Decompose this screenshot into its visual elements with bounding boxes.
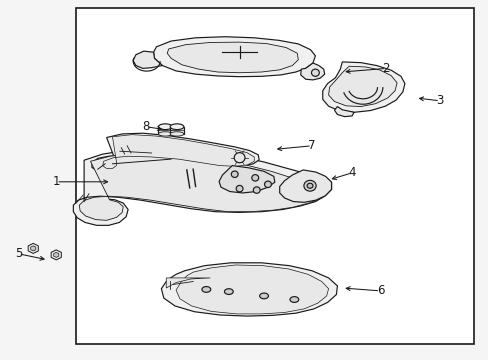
Ellipse shape xyxy=(311,69,319,76)
Polygon shape xyxy=(92,133,259,172)
Ellipse shape xyxy=(306,183,312,188)
Polygon shape xyxy=(31,246,36,251)
Text: 5: 5 xyxy=(15,247,22,260)
Bar xyxy=(76,8,473,344)
Ellipse shape xyxy=(259,293,268,299)
Ellipse shape xyxy=(251,175,258,181)
Polygon shape xyxy=(334,107,353,117)
Text: 8: 8 xyxy=(142,120,149,133)
Polygon shape xyxy=(161,263,337,316)
Polygon shape xyxy=(176,265,328,314)
Ellipse shape xyxy=(289,297,298,302)
Ellipse shape xyxy=(170,124,183,130)
Polygon shape xyxy=(158,127,172,134)
Polygon shape xyxy=(28,243,38,253)
Text: 7: 7 xyxy=(307,139,315,152)
Text: 2: 2 xyxy=(382,62,389,75)
Polygon shape xyxy=(167,42,298,73)
Polygon shape xyxy=(166,278,210,288)
Polygon shape xyxy=(102,135,254,168)
Text: 1: 1 xyxy=(52,175,60,188)
Polygon shape xyxy=(279,170,331,202)
Polygon shape xyxy=(79,153,327,220)
Ellipse shape xyxy=(303,180,315,191)
Ellipse shape xyxy=(170,132,183,136)
Text: 6: 6 xyxy=(376,284,384,297)
Polygon shape xyxy=(153,37,315,77)
Polygon shape xyxy=(133,51,162,68)
Ellipse shape xyxy=(253,187,260,193)
Polygon shape xyxy=(322,62,404,112)
Ellipse shape xyxy=(231,171,238,177)
Polygon shape xyxy=(73,148,331,225)
Polygon shape xyxy=(300,63,324,80)
Ellipse shape xyxy=(234,153,244,163)
Polygon shape xyxy=(328,66,396,107)
Polygon shape xyxy=(51,250,61,260)
Ellipse shape xyxy=(202,287,210,292)
Polygon shape xyxy=(54,252,59,257)
Ellipse shape xyxy=(236,185,243,192)
Text: 3: 3 xyxy=(435,94,443,107)
Text: 4: 4 xyxy=(347,166,355,179)
Polygon shape xyxy=(219,166,274,193)
Ellipse shape xyxy=(224,289,233,294)
Polygon shape xyxy=(170,127,183,134)
Ellipse shape xyxy=(264,181,271,188)
Ellipse shape xyxy=(158,124,172,130)
Ellipse shape xyxy=(158,132,172,136)
